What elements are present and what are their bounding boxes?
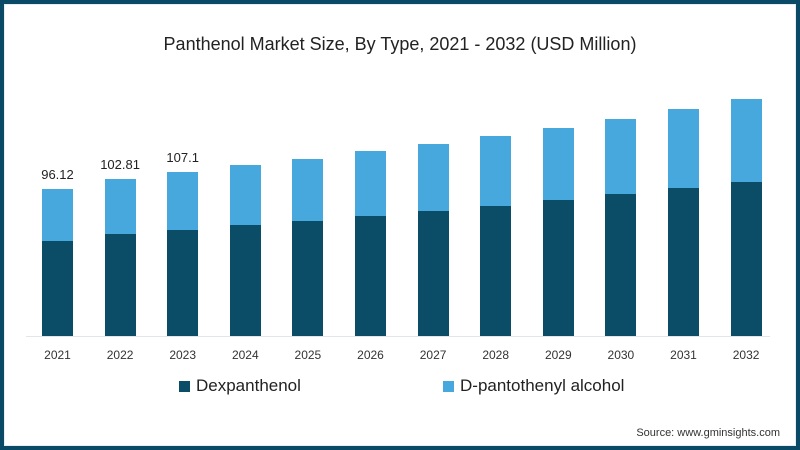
chart-frame	[4, 4, 796, 446]
bar-2028	[480, 135, 512, 336]
bar-segment-dexpanthenol	[542, 200, 574, 336]
bar-segment-d-pantothenyl-alcohol	[42, 189, 73, 242]
x-tick-label: 2022	[106, 348, 134, 362]
bar-segment-d-pantothenyl-alcohol	[167, 172, 199, 230]
x-tick-label: 2031	[670, 348, 697, 362]
bar-segment-d-pantothenyl-alcohol	[417, 143, 449, 211]
legend-swatch-dexpanthenol	[179, 380, 190, 392]
bar-2032	[730, 98, 762, 336]
bar-segment-d-pantothenyl-alcohol	[104, 178, 136, 234]
bar-segment-dexpanthenol	[229, 224, 261, 336]
x-tick-label: 2028	[482, 348, 510, 362]
bar-2031	[668, 109, 699, 336]
legend-swatch-d-pantothenyl-alcohol	[443, 380, 454, 392]
data-label: 96.12	[41, 167, 74, 182]
x-axis-line	[26, 336, 770, 337]
x-tick-label: 2027	[419, 348, 447, 362]
source-note: Source: www.gminsights.com	[636, 427, 780, 439]
bar-segment-d-pantothenyl-alcohol	[355, 150, 386, 216]
x-tick-label: 2032	[732, 348, 760, 362]
bar-segment-d-pantothenyl-alcohol	[668, 109, 699, 188]
x-tick-label: 2026	[357, 348, 384, 362]
bar-2025	[292, 158, 324, 336]
data-label: 102.81	[100, 156, 140, 172]
bar-segment-d-pantothenyl-alcohol	[229, 165, 261, 225]
bar-segment-d-pantothenyl-alcohol	[480, 135, 512, 206]
x-tick-label: 2029	[544, 348, 572, 362]
legend-label-dexpanthenol: Dexpanthenol	[196, 376, 301, 395]
x-tick-label: 2025	[294, 348, 322, 362]
x-tick-label: 2030	[607, 348, 635, 362]
bar-2027	[417, 143, 449, 336]
bar-2022	[104, 178, 136, 336]
bar-segment-d-pantothenyl-alcohol	[542, 128, 574, 201]
bar-segment-dexpanthenol	[292, 220, 324, 336]
bar-2024	[229, 165, 261, 336]
bar-2029	[542, 128, 574, 336]
bar-segment-dexpanthenol	[167, 230, 199, 336]
bar-segment-d-pantothenyl-alcohol	[605, 118, 637, 194]
chart-title: Panthenol Market Size, By Type, 2021 - 2…	[163, 34, 637, 54]
x-tick-label: 2024	[231, 348, 259, 362]
data-label: 107.1	[166, 150, 199, 166]
bar-segment-dexpanthenol	[480, 205, 512, 336]
bar-segment-dexpanthenol	[42, 241, 73, 336]
legend-label-d-pantothenyl-alcohol: D-pantothenyl alcohol	[460, 376, 625, 395]
bar-2023	[167, 172, 199, 336]
bar-segment-dexpanthenol	[104, 233, 136, 336]
bar-segment-dexpanthenol	[355, 215, 386, 336]
bar-2021	[42, 189, 73, 336]
bar-segment-d-pantothenyl-alcohol	[730, 98, 762, 182]
legend-item-d-pantothenyl-alcohol: D-pantothenyl alcohol	[443, 376, 624, 396]
bar-2026	[355, 150, 386, 336]
bar-2030	[605, 118, 637, 336]
bar-segment-dexpanthenol	[730, 181, 762, 336]
bar-segment-dexpanthenol	[417, 210, 449, 336]
legend-item-dexpanthenol: Dexpanthenol	[179, 376, 301, 396]
x-tick-label: 2023	[169, 348, 197, 362]
bar-segment-d-pantothenyl-alcohol	[292, 158, 324, 221]
bar-segment-dexpanthenol	[668, 187, 699, 336]
bar-segment-dexpanthenol	[605, 193, 637, 336]
x-tick-label: 2021	[44, 348, 71, 362]
